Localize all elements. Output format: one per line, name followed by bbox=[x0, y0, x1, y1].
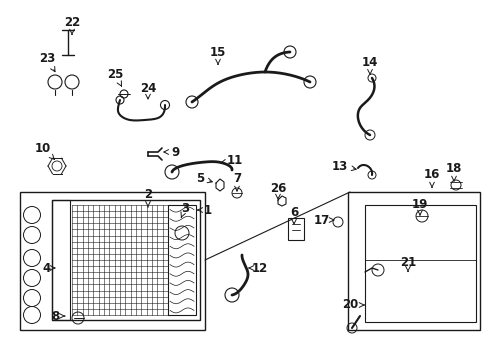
Bar bbox=[52, 200, 70, 320]
Text: 8: 8 bbox=[51, 310, 64, 323]
Text: 24: 24 bbox=[140, 81, 156, 99]
Text: 22: 22 bbox=[64, 15, 80, 34]
Text: 5: 5 bbox=[196, 171, 212, 184]
Text: 3: 3 bbox=[181, 202, 189, 217]
Text: 2: 2 bbox=[143, 189, 152, 207]
Bar bbox=[20, 192, 204, 330]
Text: 7: 7 bbox=[232, 171, 241, 191]
Text: 6: 6 bbox=[289, 207, 298, 224]
Bar bbox=[347, 192, 479, 330]
Text: 21: 21 bbox=[399, 256, 415, 271]
Text: 15: 15 bbox=[209, 45, 226, 64]
Text: 4: 4 bbox=[43, 261, 55, 274]
Text: 20: 20 bbox=[341, 298, 364, 311]
Text: 17: 17 bbox=[313, 213, 333, 226]
Bar bbox=[364, 205, 475, 322]
Text: 12: 12 bbox=[248, 261, 267, 274]
Text: 26: 26 bbox=[269, 181, 285, 199]
Text: 14: 14 bbox=[361, 55, 377, 75]
Text: 10: 10 bbox=[35, 141, 54, 159]
Text: 18: 18 bbox=[445, 162, 461, 181]
Bar bbox=[168, 205, 196, 315]
Text: 1: 1 bbox=[197, 203, 212, 216]
Text: 16: 16 bbox=[423, 168, 439, 187]
Text: 23: 23 bbox=[39, 51, 55, 72]
Text: 11: 11 bbox=[221, 153, 243, 166]
Bar bbox=[287, 218, 304, 240]
Bar bbox=[52, 200, 200, 320]
Text: 19: 19 bbox=[411, 198, 427, 215]
Text: 13: 13 bbox=[331, 159, 355, 172]
Text: 9: 9 bbox=[163, 145, 179, 158]
Text: 25: 25 bbox=[106, 68, 123, 86]
